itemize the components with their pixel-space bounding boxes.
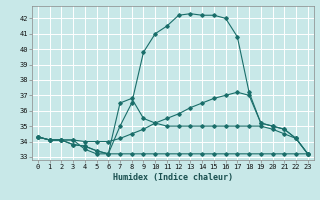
X-axis label: Humidex (Indice chaleur): Humidex (Indice chaleur) <box>113 173 233 182</box>
